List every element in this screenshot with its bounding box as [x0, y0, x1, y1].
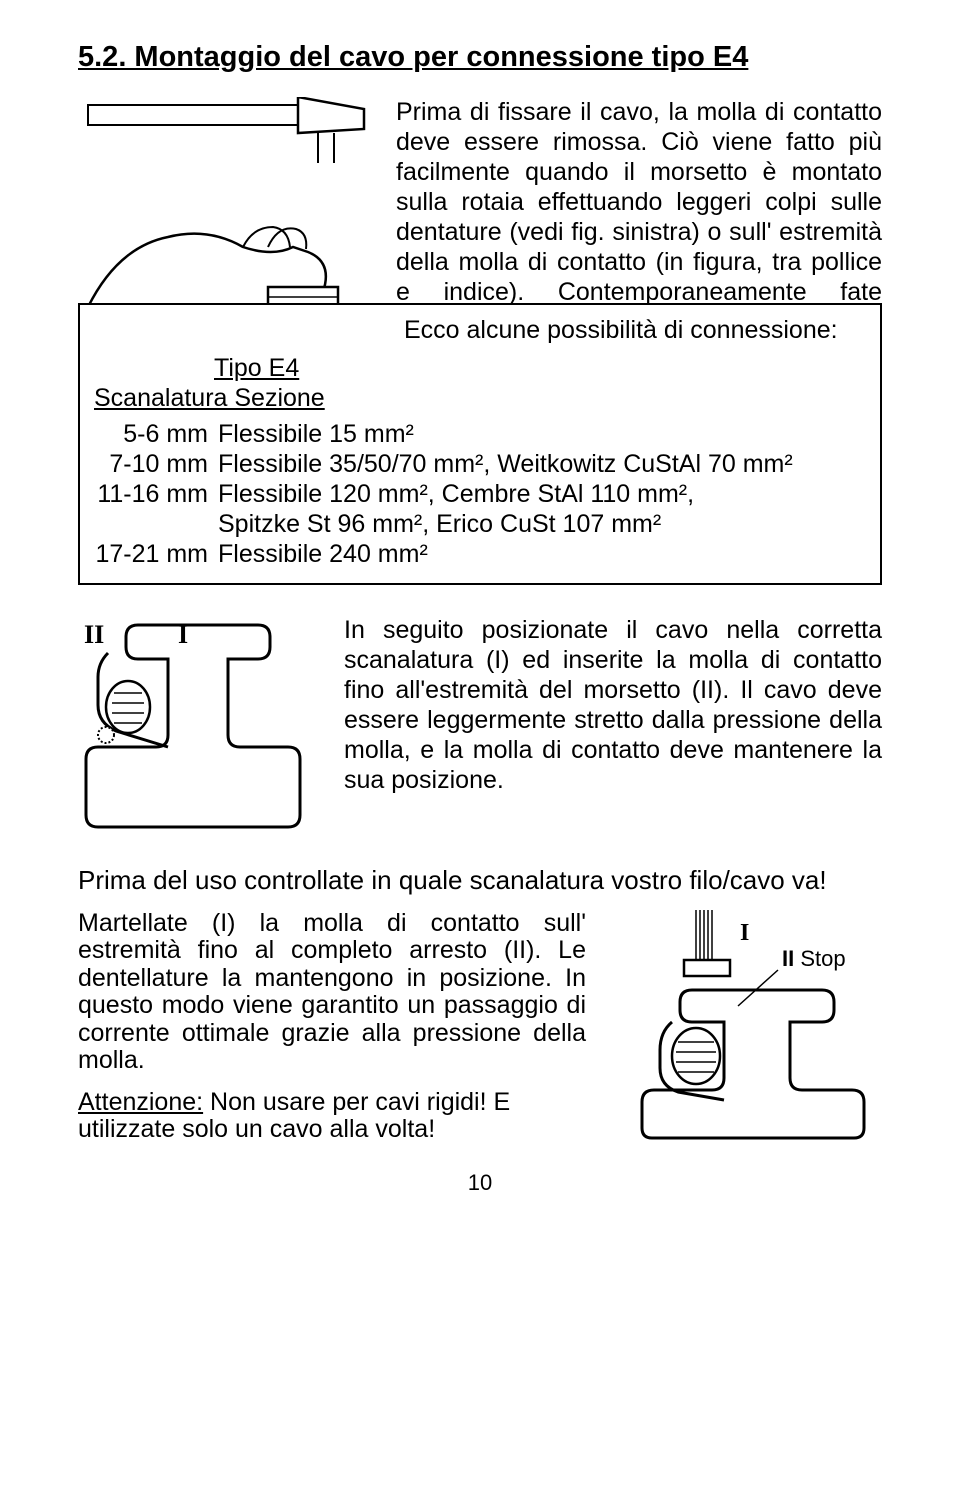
table-row: 11-16 mm Flessibile 120 mm², Cembre StAl… — [94, 479, 866, 509]
attention-label: Attenzione: — [78, 1088, 203, 1116]
connection-box: Ecco alcune possibilità di connessione: … — [78, 303, 882, 585]
table-row: 17-21 mm Flessibile 240 mm² — [94, 539, 866, 569]
box-title: Tipo E4 — [214, 353, 866, 383]
table-row: 5-6 mm Flessibile 15 mm² — [94, 419, 866, 449]
groove-cell: 17-21 mm — [94, 539, 218, 569]
page-number: 10 — [78, 1170, 882, 1196]
section-cell: Spitzke St 96 mm², Erico CuSt 107 mm² — [218, 509, 866, 539]
ecco-line: Ecco alcune possibilità di connessione: — [404, 315, 866, 345]
groove-cell — [94, 509, 218, 539]
section-cell: Flessibile 120 mm², Cembre StAl 110 mm², — [218, 479, 866, 509]
row-position: II I In seguito posizionate il cavo nell… — [78, 615, 882, 835]
paragraph-hammer: Martellate (I) la molla di contatto sull… — [78, 910, 586, 1075]
paragraph-position: In seguito posizionate il cavo nella cor… — [344, 615, 882, 795]
box-col-headers: Scanalatura Sezione — [94, 383, 866, 413]
table-row: 7-10 mm Flessibile 35/50/70 mm², Weitkow… — [94, 449, 866, 479]
label-II-stop: II Stop — [782, 946, 846, 971]
section-heading: 5.2. Montaggio del cavo per connessione … — [78, 40, 882, 75]
table-row: Spitzke St 96 mm², Erico CuSt 107 mm² — [94, 509, 866, 539]
paragraph-intro: Prima di fissare il cavo, la molla di co… — [396, 97, 882, 337]
label-II: II — [84, 620, 104, 649]
section-cell: Flessibile 35/50/70 mm², Weitkowitz CuSt… — [218, 449, 866, 479]
section-cell: Flessibile 15 mm² — [218, 419, 866, 449]
row-hammer: Martellate (I) la molla di contatto sull… — [78, 910, 882, 1144]
figure-hammer-stop: I II Stop — [612, 910, 882, 1140]
attention-paragraph: Attenzione: Non usare per cavi rigidi! E… — [78, 1089, 586, 1144]
label-I: I — [178, 620, 188, 649]
label-I: I — [740, 920, 749, 946]
groove-cell: 11-16 mm — [94, 479, 218, 509]
section-cell: Flessibile 240 mm² — [218, 539, 866, 569]
check-groove-line: Prima del uso controllate in quale scana… — [78, 865, 882, 896]
groove-cell: 5-6 mm — [94, 419, 218, 449]
figure-rail-I-II: II I — [78, 615, 318, 835]
groove-cell: 7-10 mm — [94, 449, 218, 479]
